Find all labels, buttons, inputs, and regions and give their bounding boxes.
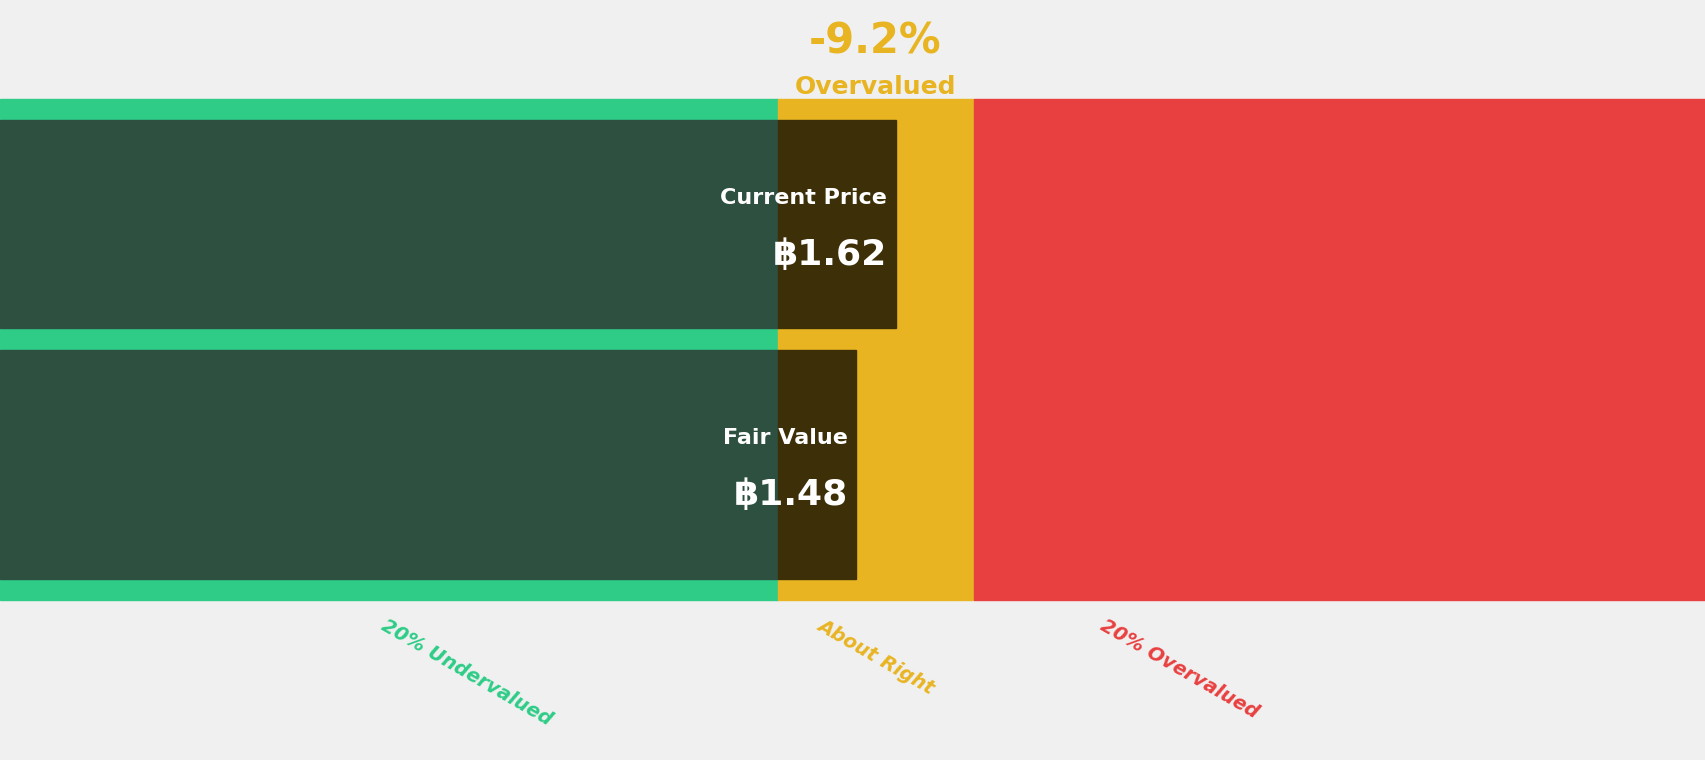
Text: About Right: About Right bbox=[813, 616, 938, 698]
Bar bbox=[777, 99, 974, 600]
Bar bbox=[777, 120, 895, 328]
Text: Current Price: Current Price bbox=[720, 188, 887, 207]
Text: -9.2%: -9.2% bbox=[808, 21, 941, 63]
Text: ฿1.62: ฿1.62 bbox=[772, 238, 887, 271]
Text: 20% Undervalued: 20% Undervalued bbox=[379, 616, 556, 729]
Text: 20% Overvalued: 20% Overvalued bbox=[1096, 616, 1260, 722]
Bar bbox=[777, 350, 856, 579]
Text: Overvalued: Overvalued bbox=[795, 75, 955, 100]
Bar bbox=[0, 120, 777, 328]
Bar bbox=[974, 99, 1705, 600]
Bar bbox=[0, 99, 777, 600]
Text: Fair Value: Fair Value bbox=[723, 428, 847, 448]
Text: ฿1.48: ฿1.48 bbox=[733, 478, 847, 511]
Bar bbox=[0, 350, 777, 579]
